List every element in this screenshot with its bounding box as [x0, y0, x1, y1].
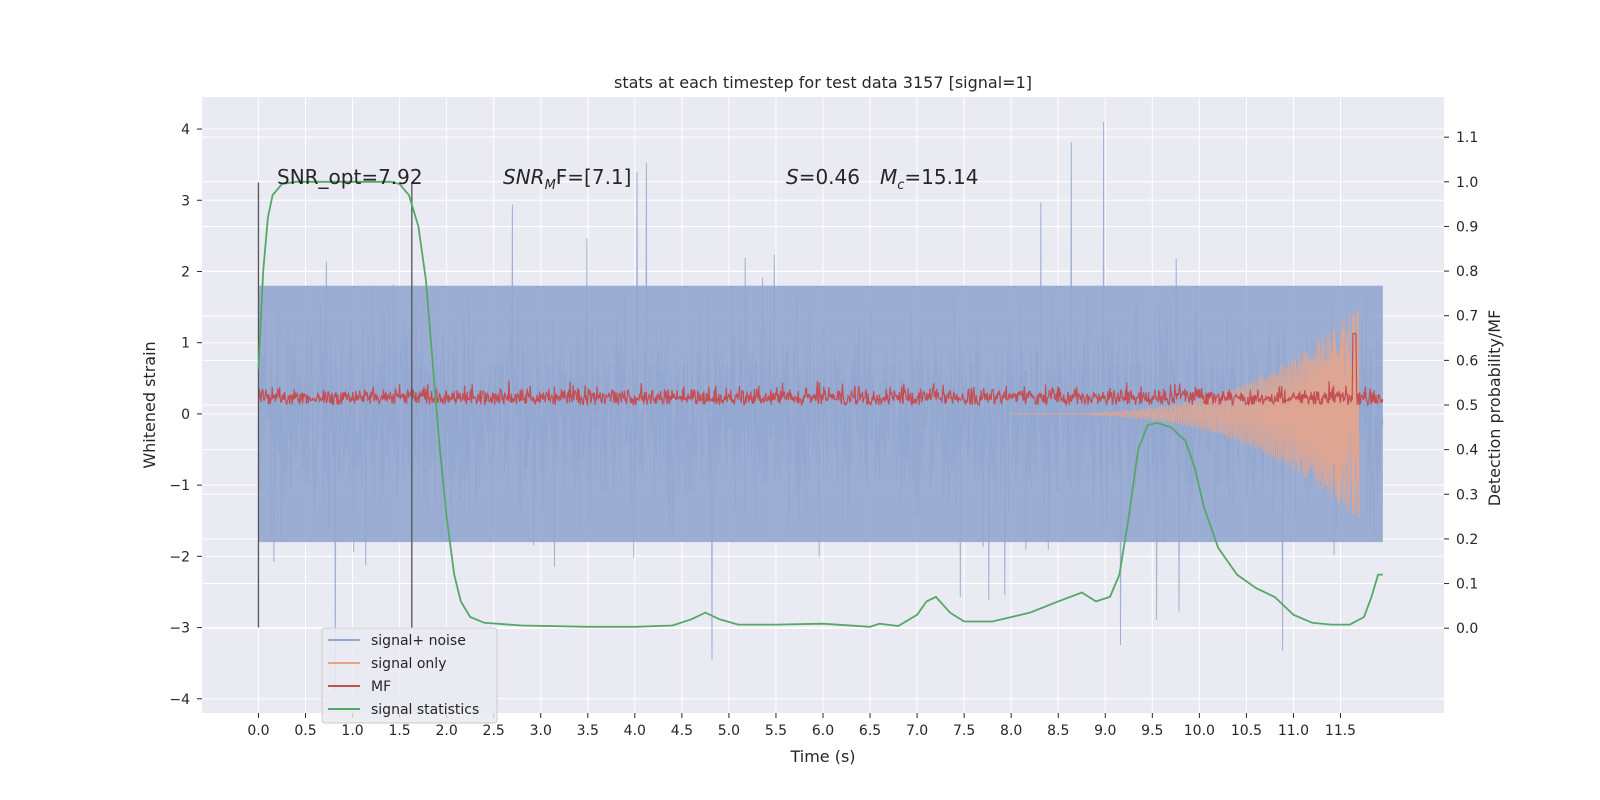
x-tick-label: 2.0	[436, 723, 458, 739]
x-tick-label: 5.5	[765, 723, 787, 739]
y2-axis-label: Detection probability/MF	[1485, 310, 1504, 507]
legend-label-signal-only: signal only	[371, 656, 446, 672]
x-tick-label: 3.5	[577, 723, 599, 739]
legend-box	[321, 627, 498, 724]
y2-tick-label: 0.6	[1456, 353, 1478, 369]
y-tick-label: −1	[169, 478, 190, 494]
x-tick-label: 7.5	[953, 723, 975, 739]
x-tick-label: 6.5	[859, 723, 881, 739]
signal-statistics-series	[257, 180, 1383, 628]
x-tick-label: 4.0	[624, 723, 646, 739]
x-axis-label: Time (s)	[789, 747, 855, 766]
chart-title: stats at each timestep for test data 315…	[614, 73, 1032, 92]
mf-line	[257, 333, 1384, 408]
x-tick-label: 9.5	[1141, 723, 1163, 739]
legend-label-signal-statistics: signal statistics	[371, 702, 479, 718]
x-tick-label: 1.5	[388, 723, 410, 739]
annotation-snr-opt: SNR_opt=7.92	[277, 165, 423, 189]
x-tick-label: 3.0	[530, 723, 552, 739]
mf-series	[257, 333, 1384, 408]
y-axis-label: Whitened strain	[140, 341, 159, 468]
signal-only-series	[1011, 311, 1360, 518]
x-tick-label: 1.0	[341, 723, 363, 739]
annotation-mc: Mc=15.14	[880, 165, 978, 193]
x-tick-label: 4.5	[671, 723, 693, 739]
signal-statistics-line	[257, 180, 1383, 628]
x-tick-label: 8.0	[1000, 723, 1022, 739]
x-tick-label: 11.5	[1325, 723, 1356, 739]
y2-tick-label: 0.9	[1456, 219, 1478, 235]
legend-label-signal-noise: signal+ noise	[371, 633, 466, 649]
x-tick-label: 0.5	[294, 723, 316, 739]
legend: signal+ noise signal only MF signal stat…	[321, 627, 498, 724]
y2-tick-label: 0.2	[1456, 532, 1478, 548]
y-tick-label: −3	[169, 621, 190, 637]
x-tick-label: 6.0	[812, 723, 834, 739]
x-tick-label: 7.0	[906, 723, 928, 739]
y2-tick-label: 0.4	[1456, 443, 1478, 459]
y2-tick-label: 0.3	[1456, 487, 1478, 503]
x-tick-label: 8.5	[1047, 723, 1069, 739]
y-tick-label: 4	[181, 122, 190, 138]
x-tick-label: 10.0	[1184, 723, 1215, 739]
y2-tick-label: 0.1	[1456, 577, 1478, 593]
y-tick-label: −4	[169, 692, 190, 708]
y2-tick-label: 0.5	[1456, 398, 1478, 414]
y2-tick-label: 1.0	[1456, 175, 1478, 191]
y2-tick-label: 1.1	[1456, 130, 1478, 146]
x-tick-label: 2.5	[483, 723, 505, 739]
y2-tick-label: 0.0	[1456, 621, 1478, 637]
vertical-markers	[257, 182, 413, 628]
y2-tick-label: 0.8	[1456, 264, 1478, 280]
annotation-snr-mf: SNRMF=[7.1]	[503, 165, 631, 193]
y-tick-label: −2	[169, 549, 190, 565]
x-tick-label: 11.0	[1278, 723, 1309, 739]
axes: 0.0 0.5 1.0 1.5 2.0 2.5 3.0 3.5 4.0 4.5 5.0 5.5 6.0 6…	[169, 122, 1478, 739]
y2-tick-label: 0.7	[1456, 309, 1478, 325]
y-tick-label: 1	[181, 336, 190, 352]
legend-label-mf: MF	[371, 679, 391, 695]
x-tick-label: 5.0	[718, 723, 740, 739]
y-tick-label: 0	[181, 407, 190, 423]
x-tick-label: 10.5	[1231, 723, 1262, 739]
y-tick-label: 2	[181, 264, 190, 280]
y-tick-label: 3	[181, 193, 190, 209]
x-tick-label: 0.0	[247, 723, 269, 739]
x-tick-label: 9.0	[1094, 723, 1116, 739]
annotation-s: S=0.46	[786, 165, 860, 189]
signal-only-line	[1011, 311, 1360, 518]
